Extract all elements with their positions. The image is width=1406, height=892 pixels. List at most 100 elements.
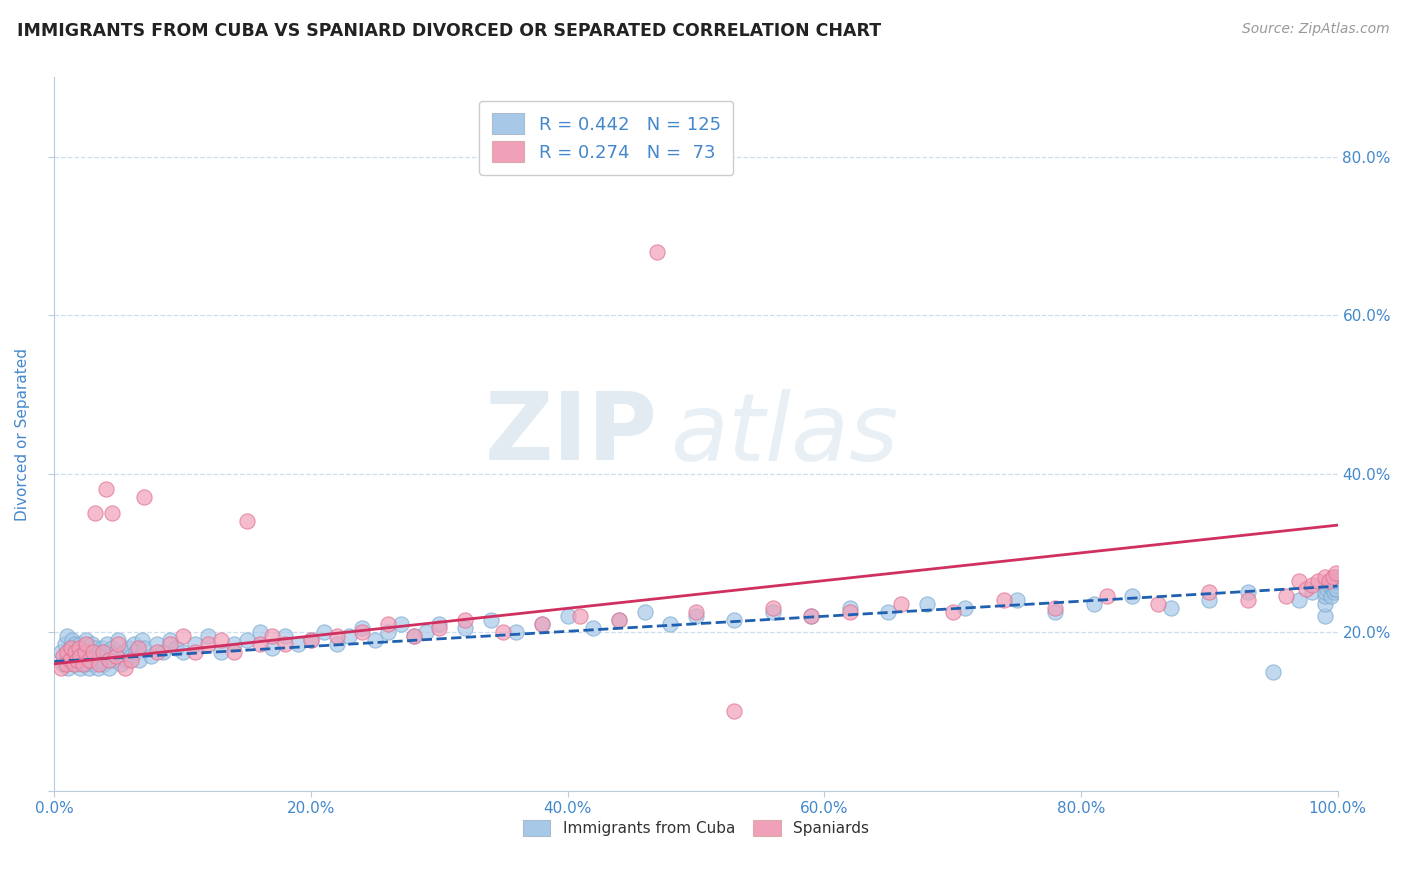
- Point: [75, 657, 97, 671]
- Text: ZIP: ZIP: [485, 388, 658, 480]
- Point: [110, 657, 132, 671]
- Point: [80, 637, 103, 651]
- Point: [96, 637, 118, 651]
- Point: [152, 645, 174, 659]
- Point: [1316, 582, 1339, 596]
- Point: [1198, 593, 1220, 607]
- Point: [402, 629, 425, 643]
- Point: [1320, 590, 1343, 604]
- Y-axis label: Divorced or Separated: Divorced or Separated: [15, 348, 30, 521]
- Point: [72, 653, 94, 667]
- Point: [62, 657, 84, 671]
- Point: [1308, 574, 1330, 588]
- Point: [877, 605, 900, 619]
- Point: [557, 609, 579, 624]
- Point: [1317, 574, 1340, 588]
- Point: [75, 633, 97, 648]
- Point: [94, 483, 117, 497]
- Point: [159, 633, 181, 648]
- Point: [800, 609, 823, 624]
- Point: [1005, 593, 1028, 607]
- Point: [274, 629, 297, 643]
- Point: [77, 661, 100, 675]
- Point: [1160, 601, 1182, 615]
- Point: [1295, 582, 1317, 596]
- Point: [1324, 569, 1347, 583]
- Point: [723, 613, 745, 627]
- Point: [172, 629, 194, 643]
- Point: [1323, 585, 1346, 599]
- Point: [1324, 574, 1347, 588]
- Point: [209, 633, 232, 648]
- Point: [262, 629, 284, 643]
- Point: [222, 637, 245, 651]
- Point: [107, 637, 129, 651]
- Point: [70, 648, 93, 663]
- Point: [209, 645, 232, 659]
- Point: [402, 629, 425, 643]
- Point: [582, 621, 605, 635]
- Point: [82, 657, 104, 671]
- Point: [299, 633, 322, 648]
- Point: [131, 633, 153, 648]
- Point: [1288, 574, 1310, 588]
- Point: [79, 645, 101, 659]
- Point: [62, 657, 84, 671]
- Point: [633, 605, 655, 619]
- Point: [127, 640, 149, 655]
- Point: [1301, 585, 1323, 599]
- Point: [118, 640, 141, 655]
- Point: [1324, 574, 1347, 588]
- Point: [67, 640, 90, 655]
- Point: [104, 648, 127, 663]
- Point: [325, 629, 347, 643]
- Point: [1301, 577, 1323, 591]
- Point: [325, 637, 347, 651]
- Point: [100, 648, 122, 663]
- Point: [647, 244, 669, 259]
- Point: [59, 653, 82, 667]
- Point: [52, 648, 75, 663]
- Point: [1236, 593, 1258, 607]
- Point: [107, 633, 129, 648]
- Text: Source: ZipAtlas.com: Source: ZipAtlas.com: [1241, 22, 1389, 37]
- Point: [97, 653, 120, 667]
- Point: [1263, 665, 1285, 679]
- Point: [60, 633, 83, 648]
- Point: [377, 625, 399, 640]
- Text: atlas: atlas: [671, 389, 898, 480]
- Point: [1121, 590, 1143, 604]
- Point: [530, 617, 553, 632]
- Point: [222, 645, 245, 659]
- Point: [1324, 582, 1347, 596]
- Point: [415, 625, 437, 640]
- Point: [52, 657, 75, 671]
- Point: [1313, 609, 1336, 624]
- Point: [56, 648, 79, 663]
- Point: [427, 617, 450, 632]
- Point: [1313, 585, 1336, 599]
- Point: [197, 629, 219, 643]
- Point: [59, 640, 82, 655]
- Point: [1322, 569, 1344, 583]
- Point: [72, 657, 94, 671]
- Point: [65, 648, 87, 663]
- Point: [1317, 577, 1340, 591]
- Point: [389, 617, 412, 632]
- Point: [955, 601, 977, 615]
- Point: [59, 653, 82, 667]
- Point: [839, 605, 862, 619]
- Point: [1045, 605, 1067, 619]
- Point: [287, 637, 309, 651]
- Point: [890, 598, 912, 612]
- Point: [377, 617, 399, 632]
- Point: [75, 645, 97, 659]
- Point: [762, 605, 785, 619]
- Point: [184, 645, 207, 659]
- Point: [685, 609, 707, 624]
- Point: [1322, 582, 1344, 596]
- Point: [159, 637, 181, 651]
- Point: [73, 640, 96, 655]
- Point: [101, 640, 124, 655]
- Point: [94, 645, 117, 659]
